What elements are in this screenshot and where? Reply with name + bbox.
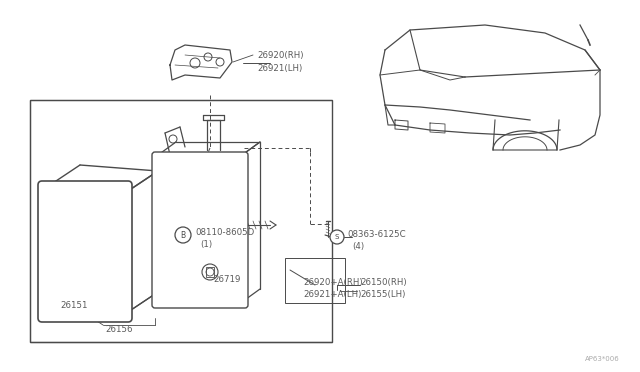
- Text: AP63*006: AP63*006: [585, 356, 620, 362]
- Text: 26920(RH): 26920(RH): [257, 51, 303, 60]
- Text: (1): (1): [200, 240, 212, 248]
- Text: 26156: 26156: [105, 326, 132, 334]
- Bar: [285, 258, 345, 303]
- FancyBboxPatch shape: [152, 152, 248, 308]
- Circle shape: [330, 230, 344, 244]
- Circle shape: [175, 227, 191, 243]
- Text: 26920+A(RH): 26920+A(RH): [303, 279, 363, 288]
- Text: B: B: [180, 231, 186, 240]
- Text: 08363-6125C: 08363-6125C: [347, 230, 406, 238]
- Text: 26921(LH): 26921(LH): [257, 64, 302, 73]
- Text: 26155(LH): 26155(LH): [360, 291, 405, 299]
- FancyBboxPatch shape: [38, 181, 132, 322]
- Text: S: S: [335, 234, 339, 240]
- Text: 26921+A(LH): 26921+A(LH): [303, 291, 362, 299]
- Text: (4): (4): [352, 241, 364, 250]
- Text: 26151: 26151: [60, 301, 88, 310]
- Text: 26719: 26719: [213, 275, 241, 283]
- Text: 08110-8605D: 08110-8605D: [195, 228, 254, 237]
- Bar: [206, 267, 214, 277]
- Text: 26150(RH): 26150(RH): [360, 279, 406, 288]
- Bar: [30, 100, 332, 342]
